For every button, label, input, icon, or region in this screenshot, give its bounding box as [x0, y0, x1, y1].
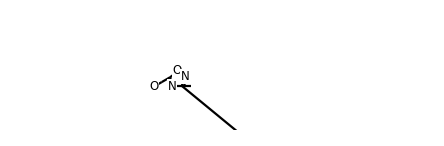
- Text: N: N: [168, 80, 177, 93]
- Text: O: O: [149, 80, 158, 93]
- Text: O: O: [173, 64, 182, 77]
- Text: N: N: [181, 70, 190, 83]
